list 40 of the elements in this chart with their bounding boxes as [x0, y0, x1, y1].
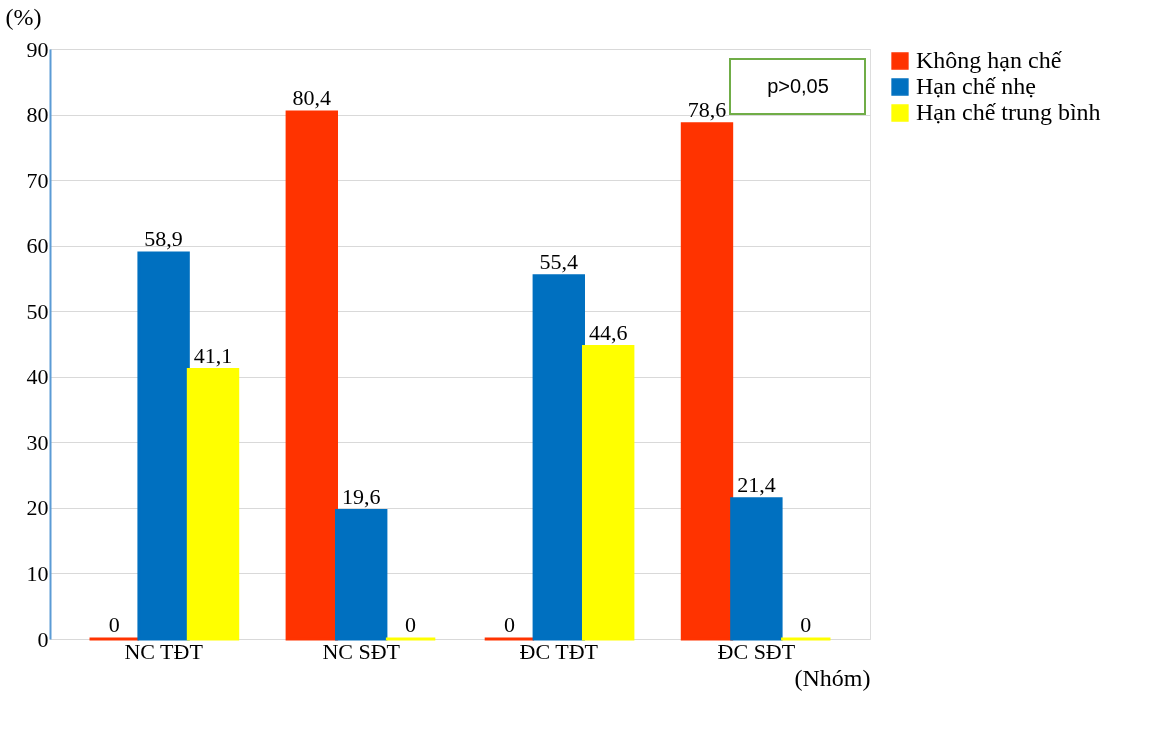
bar [532, 274, 585, 641]
y-tick-label: 40 [26, 364, 49, 390]
y-tick-label: 30 [26, 429, 49, 455]
y-tick-label: 80 [26, 102, 49, 128]
data-label: 0 [800, 612, 812, 637]
data-label: 21,4 [737, 471, 776, 497]
y-tick-label: 50 [26, 298, 49, 324]
data-label: 58,9 [144, 225, 183, 251]
data-label: 44,6 [588, 319, 628, 345]
data-label: 80,4 [292, 84, 332, 110]
data-label: 0 [405, 612, 417, 637]
y-tick-label: 0 [37, 626, 49, 652]
legend-label: Hạn chế nhẹ [916, 73, 1036, 99]
data-label: 78,6 [687, 96, 727, 122]
bar [730, 497, 783, 641]
x-tick-label: ĐC SĐT [717, 638, 796, 664]
bar [137, 251, 190, 641]
y-axis-title: (%) [5, 3, 42, 30]
y-tick-label: 10 [26, 560, 49, 586]
data-label: 55,4 [539, 248, 579, 274]
bar [680, 122, 734, 641]
y-tick-label: 60 [26, 233, 49, 259]
x-tick-label: NC SĐT [322, 638, 401, 664]
x-axis-title: (Nhóm) [794, 664, 871, 691]
data-label: 19,6 [341, 483, 381, 509]
data-label: 0 [503, 612, 515, 637]
x-tick-label: NC TĐT [124, 638, 204, 664]
bar [335, 509, 388, 641]
data-label: 41,1 [193, 342, 233, 368]
y-tick-label: 20 [26, 495, 49, 521]
annotation: p>0,05 [767, 75, 829, 97]
y-tick-label: 70 [26, 167, 49, 193]
bar [186, 368, 240, 641]
legend-label: Hạn chế trung bình [916, 99, 1101, 125]
bar [581, 345, 635, 641]
y-tick-label: 90 [26, 36, 49, 62]
x-tick-label: ĐC TĐT [519, 638, 599, 664]
legend-label: Không hạn chế [916, 47, 1063, 73]
data-label: 0 [108, 612, 120, 637]
bar [285, 110, 339, 641]
